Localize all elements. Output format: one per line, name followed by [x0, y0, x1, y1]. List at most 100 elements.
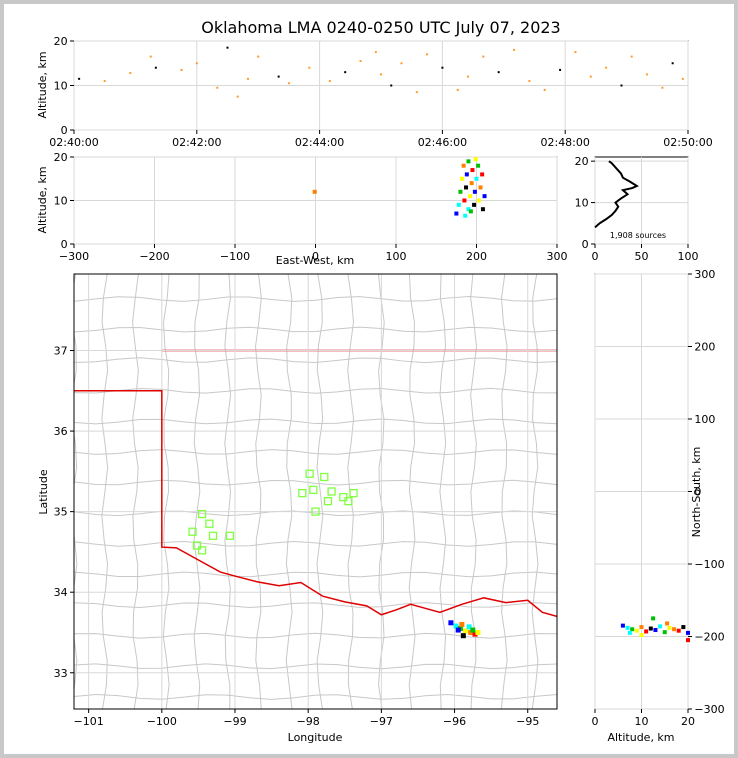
map-source: [448, 620, 454, 626]
ew-alt-source: [468, 194, 473, 199]
figure-svg: Oklahoma LMA 0240-0250 UTC July 07, 2023…: [36, 18, 725, 744]
time-height-source: [681, 77, 684, 80]
histogram-tick-label: 0: [592, 250, 599, 263]
county-line: [74, 694, 557, 700]
ew-alt-panel: −300 −200 −100 0 100 200 300 0 10 20 Altitude, k…: [36, 151, 568, 267]
alt-ns-source: [620, 623, 625, 628]
time_height-tick-label: 02:44:00: [295, 136, 344, 149]
ew-alt-source: [480, 172, 485, 177]
figure-title: Oklahoma LMA 0240-0250 UTC July 07, 2023: [201, 18, 560, 37]
histogram-tick-label: 50: [635, 250, 649, 263]
ew-alt-source: [460, 176, 465, 181]
lma-station-marker: [197, 546, 207, 555]
map-tick-label: 33: [54, 667, 68, 680]
alt_ns-tick-label: 200: [694, 341, 715, 354]
figure-canvas: Oklahoma LMA 0240-0250 UTC July 07, 2023…: [4, 4, 734, 754]
time-height-source: [456, 88, 459, 91]
map-panel: −101 −100 −99 −98 −97 −96 −95 33 34 35 36 37 Longi…: [37, 273, 558, 744]
alt-ns-source: [648, 626, 653, 631]
county-line: [408, 274, 416, 709]
ew-alt-source: [312, 189, 317, 194]
histogram-line: [594, 160, 639, 229]
lma-station-marker: [349, 488, 358, 498]
ew_alt-tick-label: 0: [61, 238, 68, 251]
county-line: [255, 274, 262, 709]
county-line: [74, 540, 557, 547]
ew-alt-source: [456, 202, 461, 207]
histogram-tick-label: 10: [575, 197, 589, 210]
time-height-source: [497, 71, 500, 74]
alt-ns-source: [639, 633, 644, 638]
alt_ns-tick-label: 0: [592, 715, 599, 728]
lma-station-marker: [188, 527, 197, 536]
map-tick-label: −98: [297, 715, 320, 728]
ew-alt-source: [478, 185, 483, 190]
alt-ns-source: [634, 628, 639, 633]
map-tick-label: −97: [370, 715, 393, 728]
lma-station-marker: [323, 497, 333, 506]
ew-alt-xlabel: East-West, km: [276, 254, 354, 267]
lma-station-marker: [305, 469, 314, 478]
time_height-tick-label: 02:46:00: [418, 136, 467, 149]
ew_alt-tick-label: 200: [466, 250, 487, 263]
time-height-source: [154, 66, 157, 69]
time-height-source: [380, 73, 382, 76]
map-source: [472, 631, 478, 637]
time-height-source: [277, 75, 280, 78]
county-line: [74, 357, 557, 364]
ew-alt-source: [468, 209, 473, 214]
county-line: [74, 296, 557, 302]
lma-station-marker: [208, 531, 218, 540]
map-tick-label: −99: [223, 715, 246, 728]
histogram-tick-label: 0: [582, 238, 589, 251]
ew_alt-tick-label: 20: [54, 151, 68, 164]
time-height-source: [466, 75, 469, 78]
lma-station-marker: [311, 507, 320, 516]
alt_ns-tick-label: −100: [694, 558, 724, 571]
lma-station-marker: [309, 485, 318, 495]
ew-alt-source: [469, 181, 474, 186]
county-line: [193, 274, 201, 709]
time-height-source: [149, 55, 152, 58]
alt-ns-source: [676, 628, 681, 633]
ew-alt-source: [462, 198, 467, 203]
ew-alt-source: [466, 207, 471, 212]
map-tick-label: −95: [516, 715, 539, 728]
alt-ns-source: [639, 625, 644, 630]
time-height-source: [328, 80, 331, 83]
time-height-source: [308, 66, 311, 69]
county-line: [74, 449, 557, 455]
map-source: [466, 624, 472, 630]
county-line: [74, 602, 557, 608]
alt_ns-tick-label: 20: [681, 715, 695, 728]
ew-alt-ylabel: Altitude, km: [36, 166, 49, 233]
map-tick-label: 36: [54, 425, 68, 438]
ew-alt-source: [454, 211, 459, 216]
alt-ns-source: [630, 627, 635, 632]
map-ylabel: Latitude: [37, 469, 50, 515]
map-source: [470, 627, 476, 633]
lma-station-marker: [298, 488, 307, 498]
time-height-source: [103, 80, 106, 83]
time-height-source: [257, 55, 260, 58]
time-height-source: [630, 55, 633, 58]
time-height-source: [528, 80, 531, 83]
time_height-tick-label: 02:42:00: [172, 136, 221, 149]
county-line: [74, 663, 557, 670]
map-tick-label: 34: [54, 586, 68, 599]
lma-station-marker: [225, 531, 235, 540]
map-tick-label: −101: [74, 715, 104, 728]
ew-alt-source: [472, 202, 477, 207]
map-source: [459, 621, 465, 627]
ew-alt-source: [482, 194, 487, 199]
county-line: [285, 274, 293, 709]
ew_alt-tick-label: 0: [312, 250, 319, 263]
ew_alt-tick-label: 100: [386, 250, 407, 263]
ew-alt-source: [480, 207, 485, 212]
time-height-source: [441, 66, 444, 69]
time-height-source: [661, 86, 664, 89]
time-height-source: [426, 53, 429, 56]
map-source: [453, 623, 459, 629]
alt_ns-tick-label: 0: [694, 486, 701, 499]
time_height-tick-label: 0: [61, 124, 68, 137]
